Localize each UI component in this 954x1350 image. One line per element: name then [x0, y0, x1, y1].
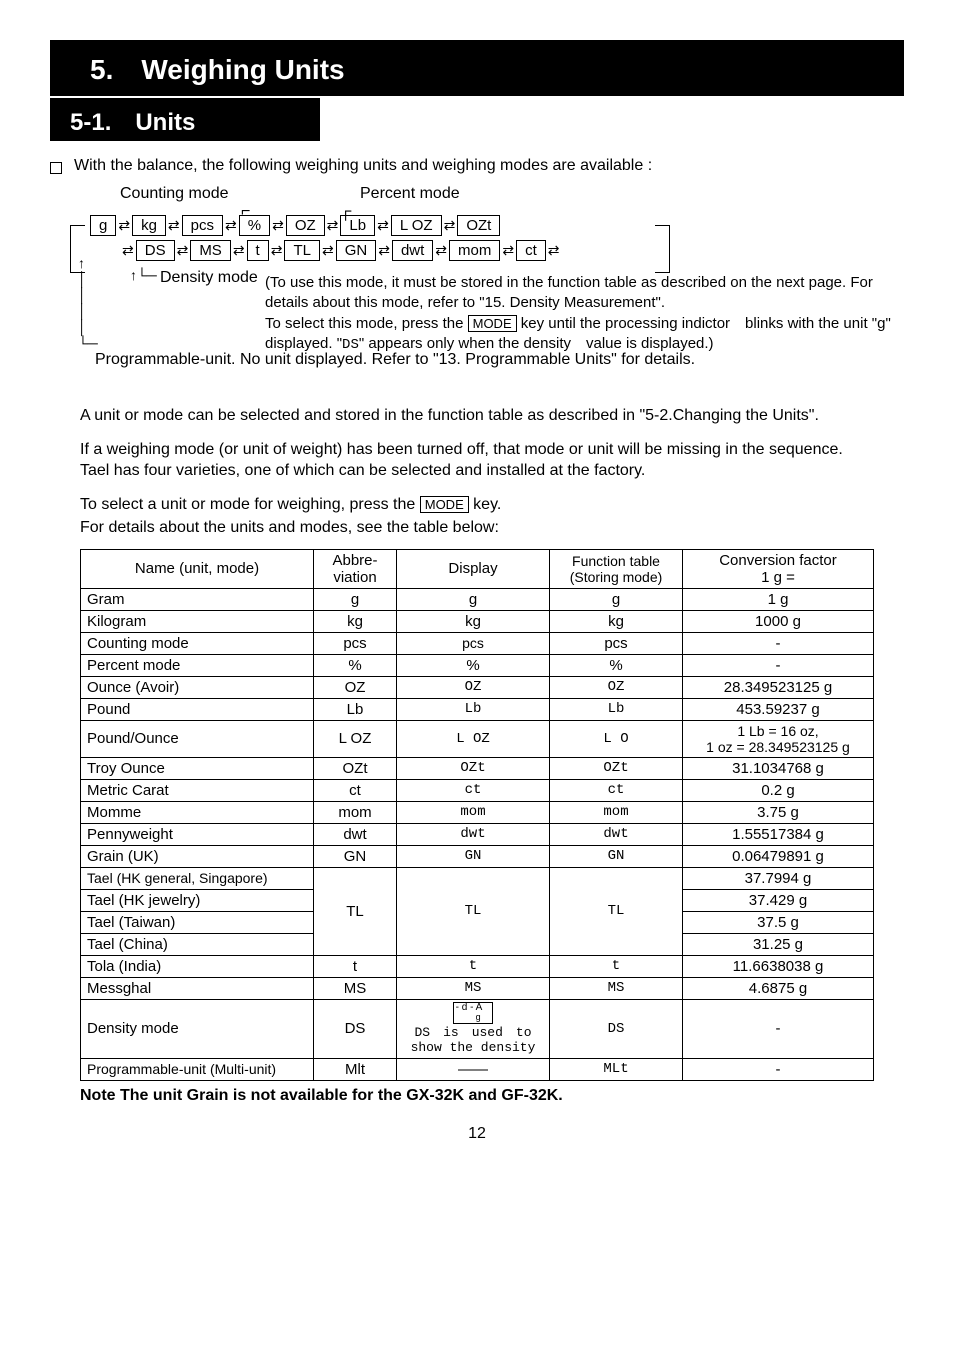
unit-box: ct [516, 240, 546, 261]
col-name: Name (unit, mode) [81, 549, 314, 588]
table-row: Mommemommommom3.75 g [81, 801, 874, 823]
table-row: Grain (UK)GNGNGN0.06479891 g [81, 845, 874, 867]
unit-box: Lb [340, 215, 375, 236]
mode-row-1: g⇄ kg⇄ pcs⇄ %⇄ OZ⇄ Lb⇄ L OZ⇄ OZt [90, 215, 562, 236]
units-table: Name (unit, mode) Abbre- viation Display… [80, 549, 874, 1081]
mode-key: MODE [420, 496, 469, 513]
unit-box: t [247, 240, 269, 261]
unit-box: g [90, 215, 116, 236]
unit-box: OZt [457, 215, 500, 236]
unit-box: dwt [392, 240, 433, 261]
table-row: Ounce (Avoir)OZOZOZ28.349523125 g [81, 676, 874, 698]
unit-box: GN [336, 240, 377, 261]
table-row: Tola (India)ttt11.6638038 g [81, 955, 874, 977]
density-arrow: ↑└─ [130, 267, 157, 283]
percent-mode-label: Percent mode [360, 185, 460, 203]
table-row: Percent mode%%%- [81, 654, 874, 676]
table-row: Pound/OunceL OZL OZL O1 Lb = 16 oz, 1 oz… [81, 720, 874, 757]
col-func: Function table (Storing mode) [550, 549, 683, 588]
programmable-note: Programmable-unit. No unit displayed. Re… [95, 351, 695, 369]
density-note: (To use this mode, it must be stored in … [265, 273, 905, 355]
unit-box: pcs [182, 215, 223, 236]
table-row: Pennyweightdwtdwtdwt1.55517384 g [81, 823, 874, 845]
paragraph-3: To select a unit or mode for weighing, p… [80, 494, 874, 516]
unit-box: % [239, 215, 270, 236]
unit-box: MS [190, 240, 231, 261]
intro-text: With the balance, the following weighing… [74, 157, 652, 175]
mode-row-2: ⇄ DS⇄ MS⇄ t⇄ TL⇄ GN⇄ dwt⇄ mom⇄ ct ⇄ [120, 240, 562, 261]
unit-box: OZ [286, 215, 325, 236]
col-abbr: Abbre- viation [314, 549, 397, 588]
footnote: Note The unit Grain is not available for… [80, 1087, 874, 1105]
mode-diagram: Counting mode ⌐ Percent mode ┌ g⇄ kg⇄ pc… [50, 185, 904, 365]
paragraph-4: For details about the units and modes, s… [80, 517, 874, 539]
section-title: 5-1. Units [50, 98, 320, 141]
unit-box: L OZ [391, 215, 442, 236]
table-row: Kilogramkgkgkg1000 g [81, 610, 874, 632]
table-row: PoundLbLbLb453.59237 g [81, 698, 874, 720]
paragraph-1: A unit or mode can be selected and store… [80, 405, 874, 427]
table-header-row: Name (unit, mode) Abbre- viation Display… [81, 549, 874, 588]
unit-box: mom [449, 240, 500, 261]
unit-box: DS [136, 240, 175, 261]
table-row: Tael (HK general, Singapore)TLTLTL37.799… [81, 867, 874, 889]
unit-box: TL [284, 240, 320, 261]
bullet-icon [50, 162, 62, 174]
table-row: Gramggg1 g [81, 588, 874, 610]
mode-key: MODE [468, 315, 517, 332]
table-row: Counting modepcspcspcs- [81, 632, 874, 654]
prog-arrow: ↑││││└─ [78, 255, 98, 351]
counting-mode-label: Counting mode [120, 185, 229, 203]
table-row: Metric Caratctctct0.2 g [81, 779, 874, 801]
col-conv: Conversion factor 1 g = [683, 549, 874, 588]
table-row: MessghalMSMSMS4.6875 g [81, 977, 874, 999]
table-row: Troy OunceOZtOZtOZt31.1034768 g [81, 757, 874, 779]
table-row: Density mode DS - d - Ag DS is used to s… [81, 999, 874, 1058]
unit-box: kg [132, 215, 166, 236]
page-number: 12 [50, 1125, 904, 1143]
density-display-cell: - d - Ag DS is used to show the density [397, 999, 550, 1058]
col-display: Display [397, 549, 550, 588]
intro-line: With the balance, the following weighing… [50, 157, 904, 175]
paragraph-2: If a weighing mode (or unit of weight) h… [80, 439, 874, 482]
table-row: Programmable-unit (Multi-unit)Mlt——MLt- [81, 1058, 874, 1080]
density-mode-label: Density mode [160, 269, 258, 287]
chapter-title: 5. Weighing Units [50, 40, 904, 96]
